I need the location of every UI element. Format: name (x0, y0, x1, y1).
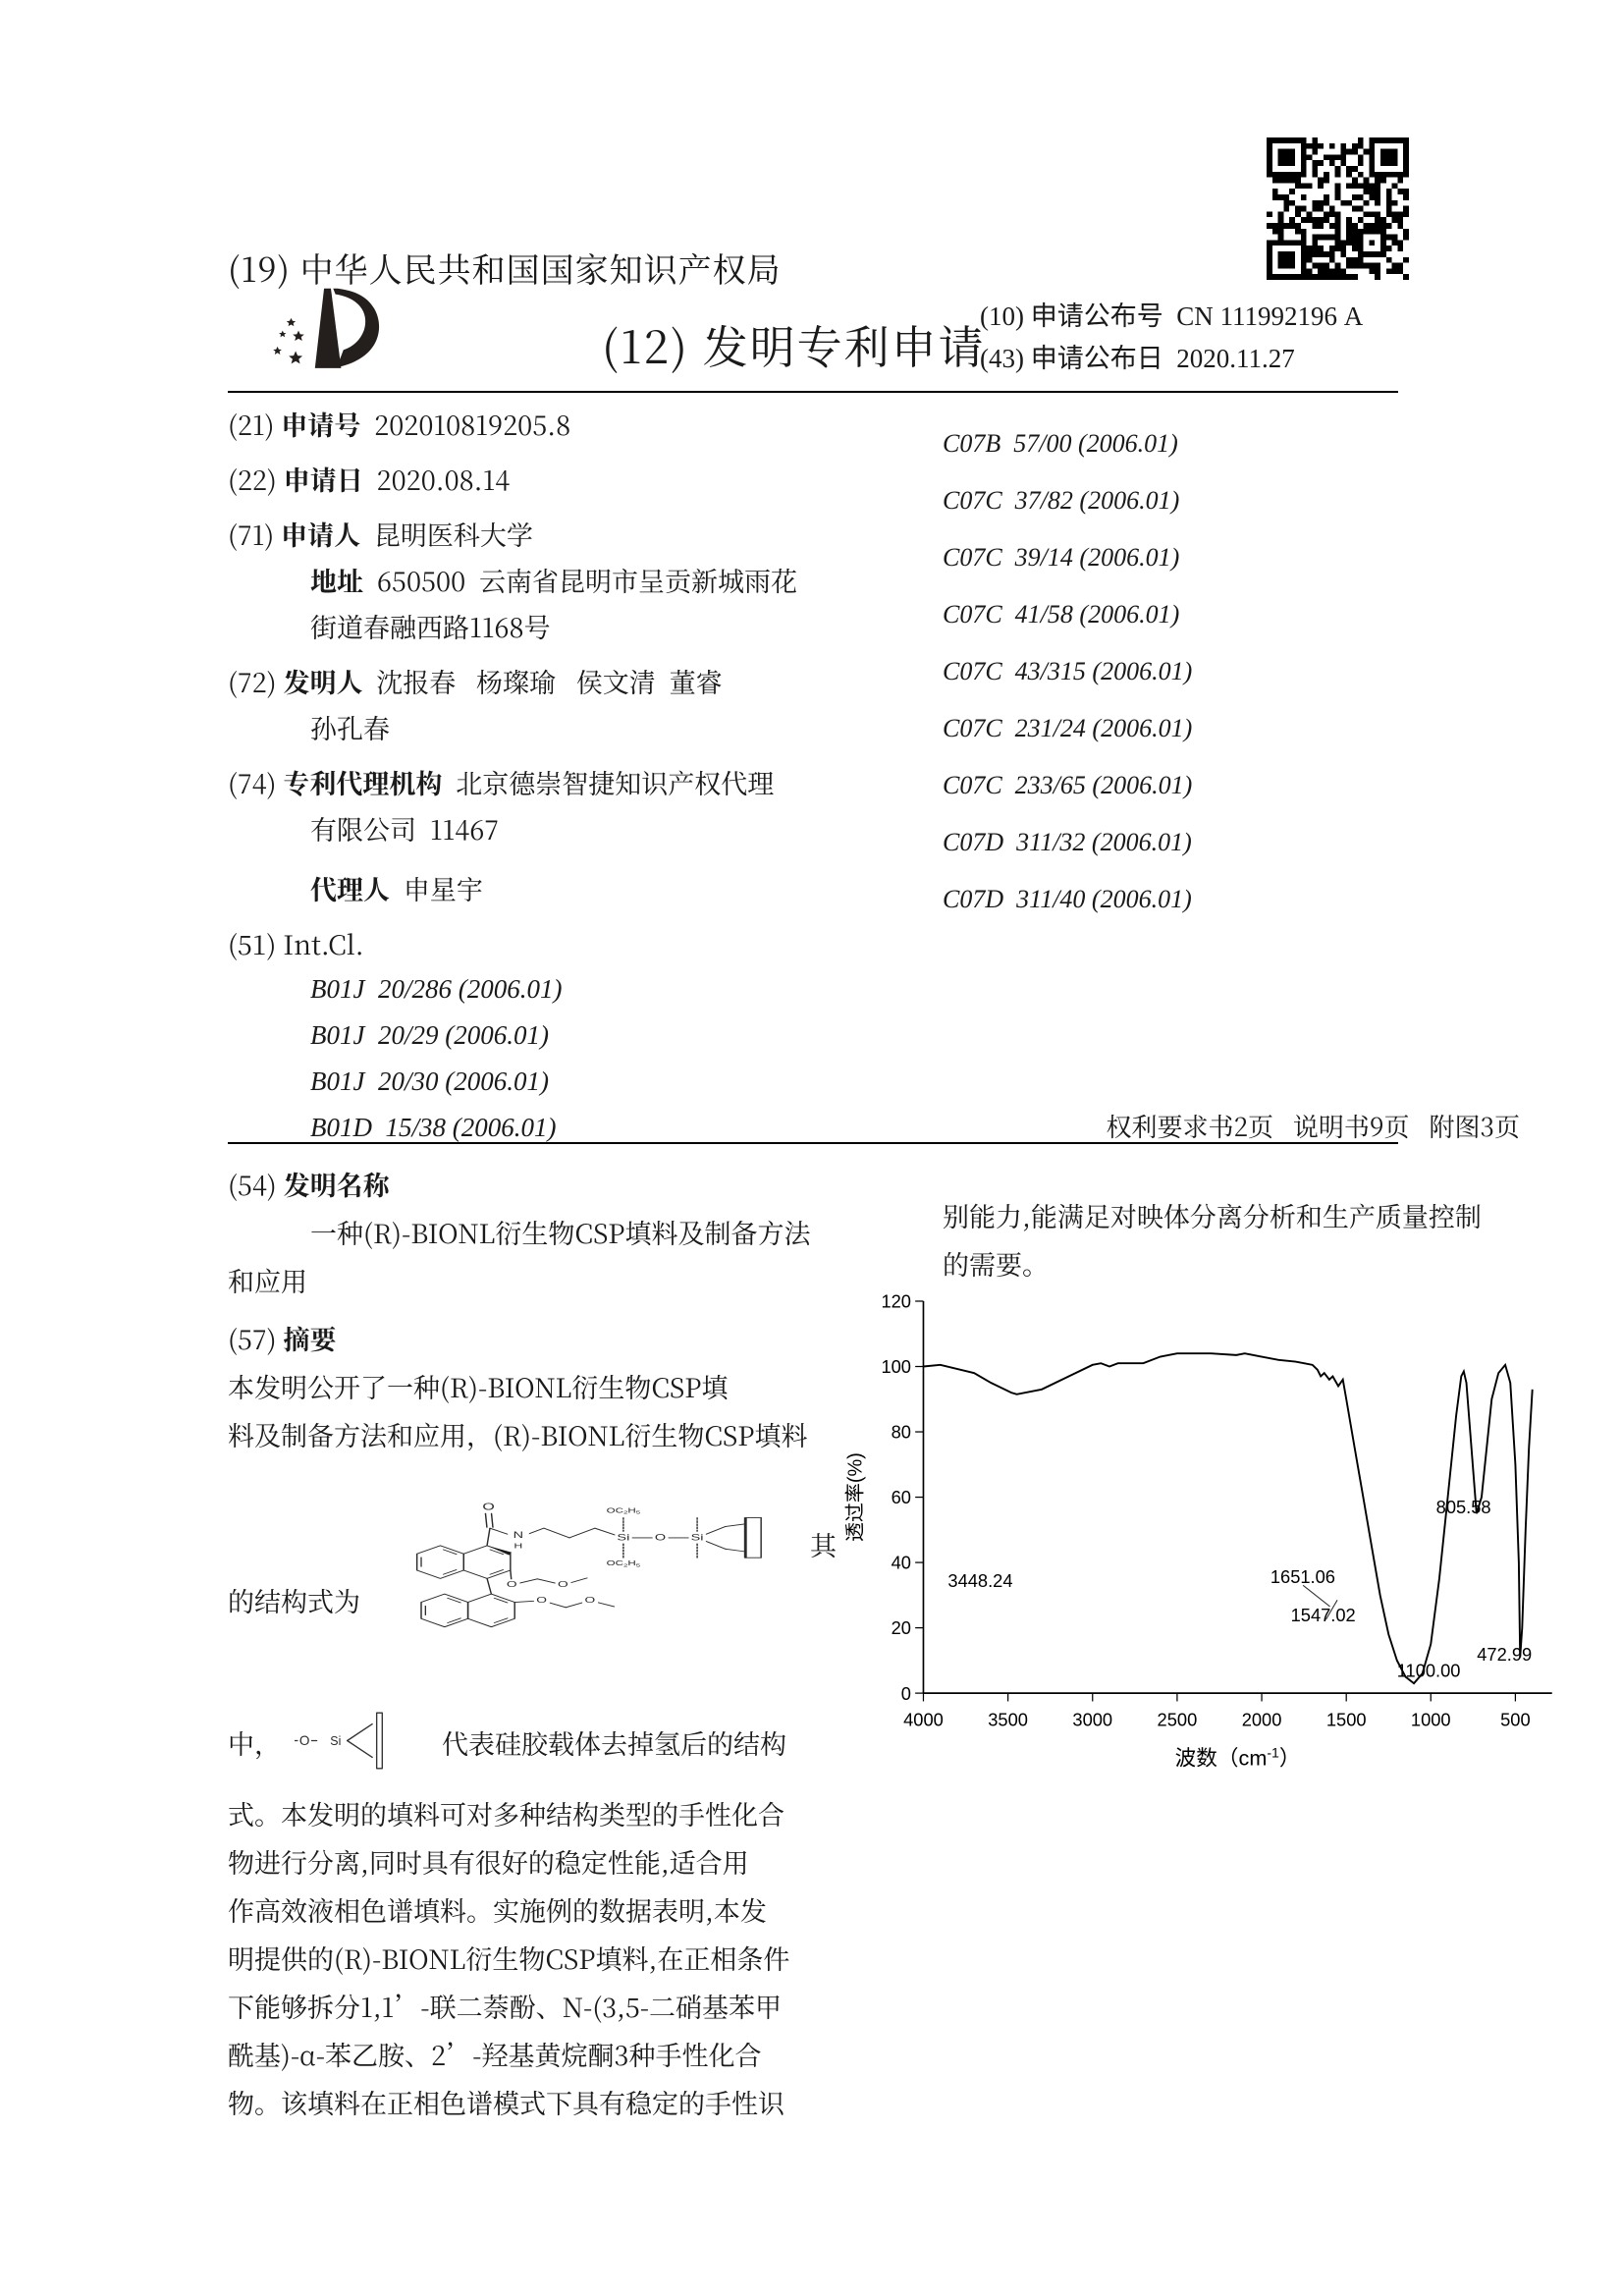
svg-text:1651.06: 1651.06 (1271, 1566, 1335, 1587)
svg-text:透过率(%): 透过率(%) (843, 1452, 866, 1542)
svg-text:H: H (514, 1543, 522, 1551)
svg-text:3500: 3500 (988, 1709, 1028, 1729)
svg-text:O: O (299, 1733, 310, 1748)
svg-text:1000: 1000 (1411, 1709, 1451, 1729)
svg-text:Si: Si (691, 1532, 704, 1542)
svg-text:O: O (536, 1596, 547, 1605)
svg-text:100: 100 (881, 1356, 911, 1377)
svg-text:波数（cm-1）: 波数（cm-1） (1175, 1744, 1301, 1770)
svg-text:20: 20 (892, 1617, 911, 1638)
svg-text:2000: 2000 (1242, 1709, 1282, 1729)
svg-text:O: O (558, 1581, 568, 1590)
svg-text:N: N (514, 1530, 523, 1540)
svg-text:O: O (655, 1532, 666, 1542)
svg-text:3448.24: 3448.24 (947, 1570, 1012, 1591)
svg-text:OC2H5: OC2H5 (607, 1559, 641, 1568)
svg-text:805.58: 805.58 (1436, 1497, 1491, 1517)
svg-text:40: 40 (892, 1553, 911, 1573)
svg-text:472.99: 472.99 (1477, 1644, 1532, 1665)
svg-text:0: 0 (901, 1683, 911, 1704)
svg-text:1500: 1500 (1326, 1709, 1367, 1729)
svg-text:3000: 3000 (1072, 1709, 1112, 1729)
svg-text:O: O (482, 1502, 494, 1512)
svg-text:80: 80 (892, 1422, 911, 1443)
svg-text:Si: Si (617, 1532, 629, 1542)
svg-text:1547.02: 1547.02 (1291, 1605, 1356, 1625)
svg-text:60: 60 (892, 1487, 911, 1507)
svg-text:1100.00: 1100.00 (1397, 1660, 1461, 1680)
svg-text:OC2H5: OC2H5 (607, 1506, 641, 1515)
svg-text:4000: 4000 (903, 1709, 944, 1729)
svg-text:120: 120 (881, 1291, 911, 1312)
svg-text:2500: 2500 (1158, 1709, 1198, 1729)
svg-text:O: O (584, 1596, 595, 1605)
svg-text:O: O (507, 1581, 517, 1590)
svg-text:500: 500 (1500, 1709, 1531, 1729)
svg-text:Si: Si (330, 1734, 341, 1748)
